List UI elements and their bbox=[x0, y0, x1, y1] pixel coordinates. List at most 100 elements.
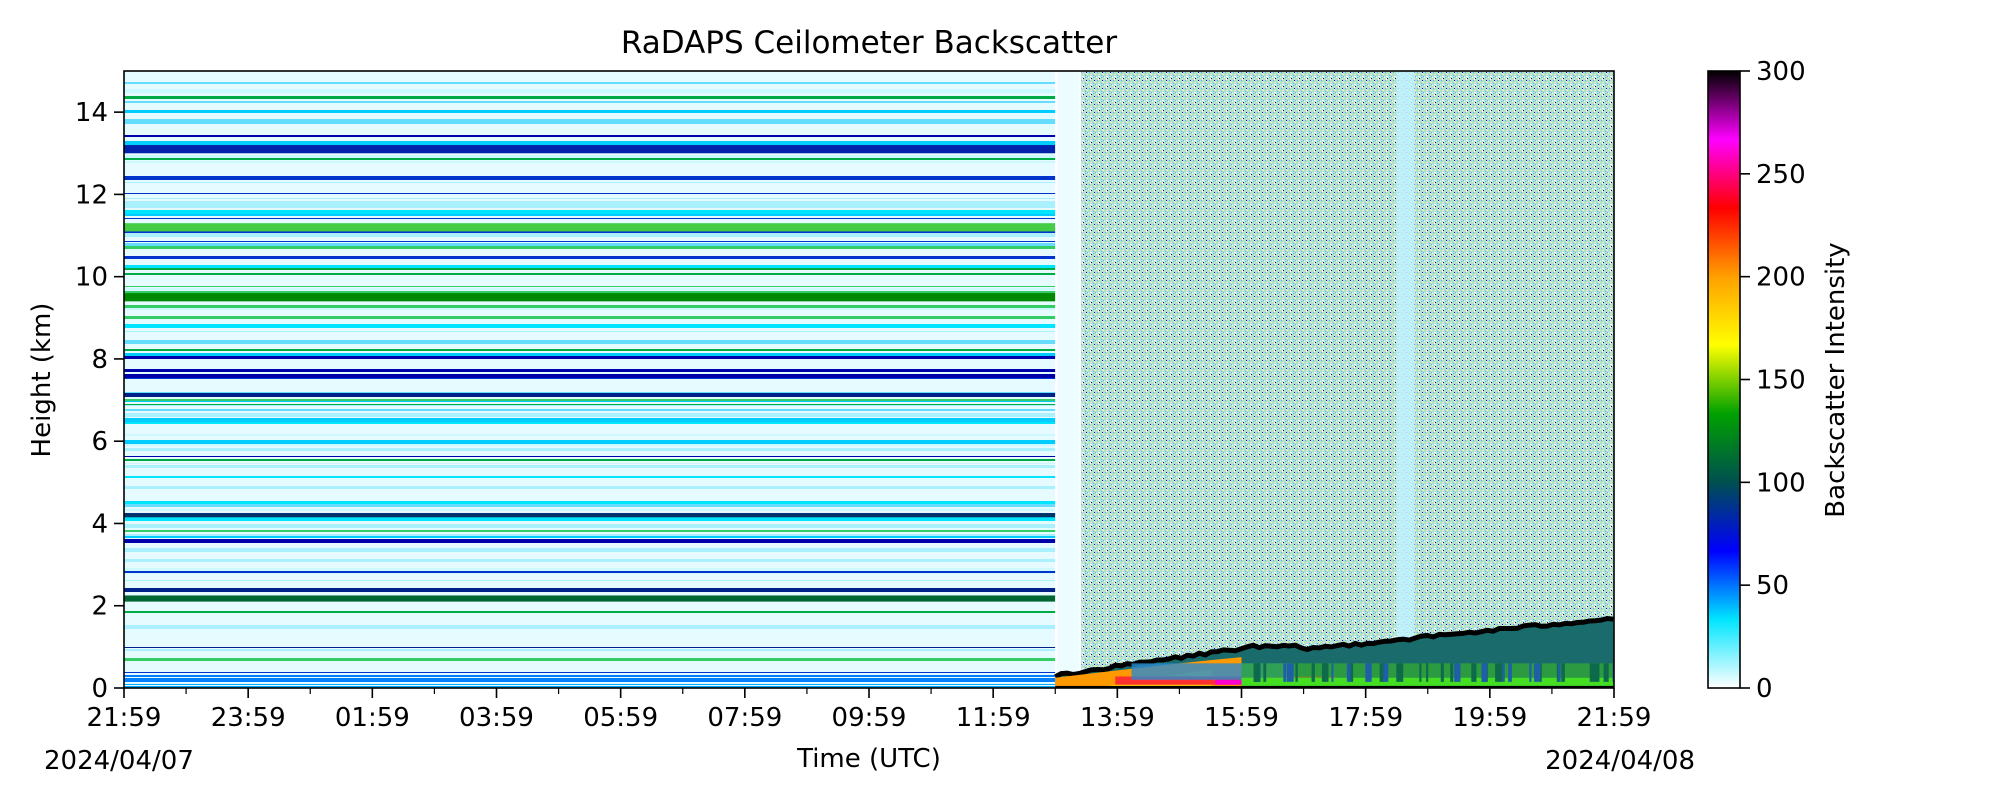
profile-stripe bbox=[124, 647, 1056, 648]
profile-stripe bbox=[124, 214, 1056, 216]
profile-stripe bbox=[124, 465, 1056, 468]
mid-backscatter bbox=[1440, 663, 1444, 682]
profile-stripe bbox=[124, 265, 1056, 268]
colorbar-ramp bbox=[1707, 70, 1741, 689]
profile-stripe bbox=[124, 291, 1056, 295]
profile-stripe bbox=[124, 401, 1056, 402]
profile-stripe bbox=[124, 530, 1056, 532]
profile-stripe bbox=[124, 293, 1056, 302]
plot-area bbox=[124, 71, 1614, 688]
profile-stripe bbox=[124, 409, 1056, 411]
profile-stripe bbox=[124, 448, 1056, 451]
profile-stripe bbox=[124, 101, 1056, 103]
profile-stripe bbox=[124, 422, 1056, 424]
mid-backscatter bbox=[1253, 663, 1261, 682]
profile-stripe bbox=[124, 434, 1056, 436]
x-tick-label: 21:59 bbox=[87, 703, 162, 733]
mid-backscatter bbox=[1365, 663, 1372, 682]
colorbar-tick-label: 0 bbox=[1756, 674, 1773, 704]
y-tick-label: 2 bbox=[91, 592, 108, 622]
profile-stripe bbox=[124, 509, 1056, 511]
profile-stripe bbox=[124, 524, 1056, 528]
y-tick-label: 4 bbox=[91, 509, 108, 539]
profile-stripe bbox=[124, 658, 1056, 661]
profile-stripe bbox=[124, 392, 1056, 393]
mid-backscatter bbox=[1331, 663, 1334, 682]
x-tick-label: 03:59 bbox=[459, 703, 534, 733]
profile-stripe bbox=[124, 611, 1056, 613]
mid-backscatter bbox=[1426, 663, 1429, 682]
mid-backscatter bbox=[1379, 663, 1385, 682]
mid-backscatter bbox=[1454, 663, 1461, 682]
y-tick-label: 8 bbox=[91, 345, 108, 375]
colorbar: 0 50 100 150 200 250 300 bbox=[1707, 57, 1806, 704]
y-tick-label: 0 bbox=[91, 674, 108, 704]
profile-stripe bbox=[124, 559, 1056, 562]
profile-stripe bbox=[124, 204, 1056, 208]
y-axis: 0 2 4 6 8 10 12 14 bbox=[75, 98, 124, 704]
profile-stripe bbox=[124, 96, 1056, 99]
y-tick-label: 10 bbox=[75, 263, 108, 293]
profile-stripe bbox=[124, 110, 1056, 113]
profile-stripe bbox=[124, 686, 1056, 688]
x-tick-label: 07:59 bbox=[707, 703, 782, 733]
profile-stripe bbox=[124, 580, 1056, 581]
profile-stripe bbox=[124, 548, 1056, 552]
x-tick-label: 21:59 bbox=[1577, 703, 1652, 733]
profile-stripe bbox=[124, 501, 1056, 504]
stripe-region-bg bbox=[124, 71, 1056, 688]
profile-stripe bbox=[124, 476, 1056, 478]
profile-stripe bbox=[124, 82, 1056, 84]
profile-stripe bbox=[124, 243, 1056, 246]
profile-stripe bbox=[124, 233, 1056, 237]
profile-stripe bbox=[124, 286, 1056, 287]
profile-stripe bbox=[124, 678, 1056, 682]
profile-stripe bbox=[124, 356, 1056, 359]
profile-stripe bbox=[124, 539, 1056, 543]
x-axis: 21:59 23:59 01:59 03:59 05:59 07:59 09:59 11:59… bbox=[87, 688, 1652, 733]
mid-backscatter bbox=[1419, 663, 1422, 682]
profile-stripe bbox=[124, 413, 1056, 417]
mid-backscatter bbox=[1557, 663, 1561, 682]
profile-stripe bbox=[124, 223, 1056, 232]
profile-stripe bbox=[124, 353, 1056, 356]
mid-backscatter bbox=[1539, 663, 1542, 682]
x-tick-label: 15:59 bbox=[1204, 703, 1279, 733]
profile-stripe bbox=[124, 193, 1056, 194]
mid-backscatter bbox=[1589, 663, 1597, 682]
mid-backscatter bbox=[1534, 663, 1541, 682]
x-tick-label: 09:59 bbox=[832, 703, 907, 733]
x-tick-label: 05:59 bbox=[583, 703, 658, 733]
profile-stripe bbox=[124, 675, 1056, 677]
y-axis-label: Height (km) bbox=[27, 303, 57, 458]
mid-backscatter bbox=[1311, 663, 1315, 682]
profile-stripe bbox=[124, 155, 1056, 158]
profile-stripe bbox=[124, 568, 1056, 571]
profile-stripe bbox=[124, 649, 1056, 651]
profile-stripe bbox=[124, 517, 1056, 521]
mid-backscatter bbox=[1498, 663, 1503, 682]
y-tick-label: 6 bbox=[91, 427, 108, 457]
profile-stripe bbox=[124, 145, 1056, 154]
profile-stripe bbox=[124, 393, 1056, 397]
clear-streak bbox=[1057, 71, 1080, 688]
end-date-label: 2024/04/08 bbox=[1545, 746, 1695, 776]
colorbar-tick-label: 250 bbox=[1756, 160, 1806, 190]
profile-stripe bbox=[124, 444, 1056, 446]
profile-stripe bbox=[124, 459, 1056, 461]
profile-stripe bbox=[124, 198, 1056, 199]
clear-streak bbox=[1396, 71, 1415, 688]
profile-stripe bbox=[124, 399, 1056, 401]
colorbar-label: Backscatter Intensity bbox=[1821, 242, 1851, 517]
profile-stripe bbox=[124, 418, 1056, 422]
colorbar-tick-label: 300 bbox=[1756, 57, 1806, 87]
mid-backscatter bbox=[1561, 663, 1565, 682]
mid-backscatter bbox=[1529, 663, 1532, 682]
noise-region bbox=[1081, 71, 1614, 688]
profile-stripe bbox=[124, 256, 1056, 259]
mid-backscatter bbox=[1508, 663, 1512, 682]
colorbar-tick-label: 50 bbox=[1756, 571, 1789, 601]
colorbar-tick-label: 200 bbox=[1756, 263, 1806, 293]
mid-backscatter bbox=[1283, 663, 1287, 682]
profile-stripe bbox=[124, 440, 1056, 444]
